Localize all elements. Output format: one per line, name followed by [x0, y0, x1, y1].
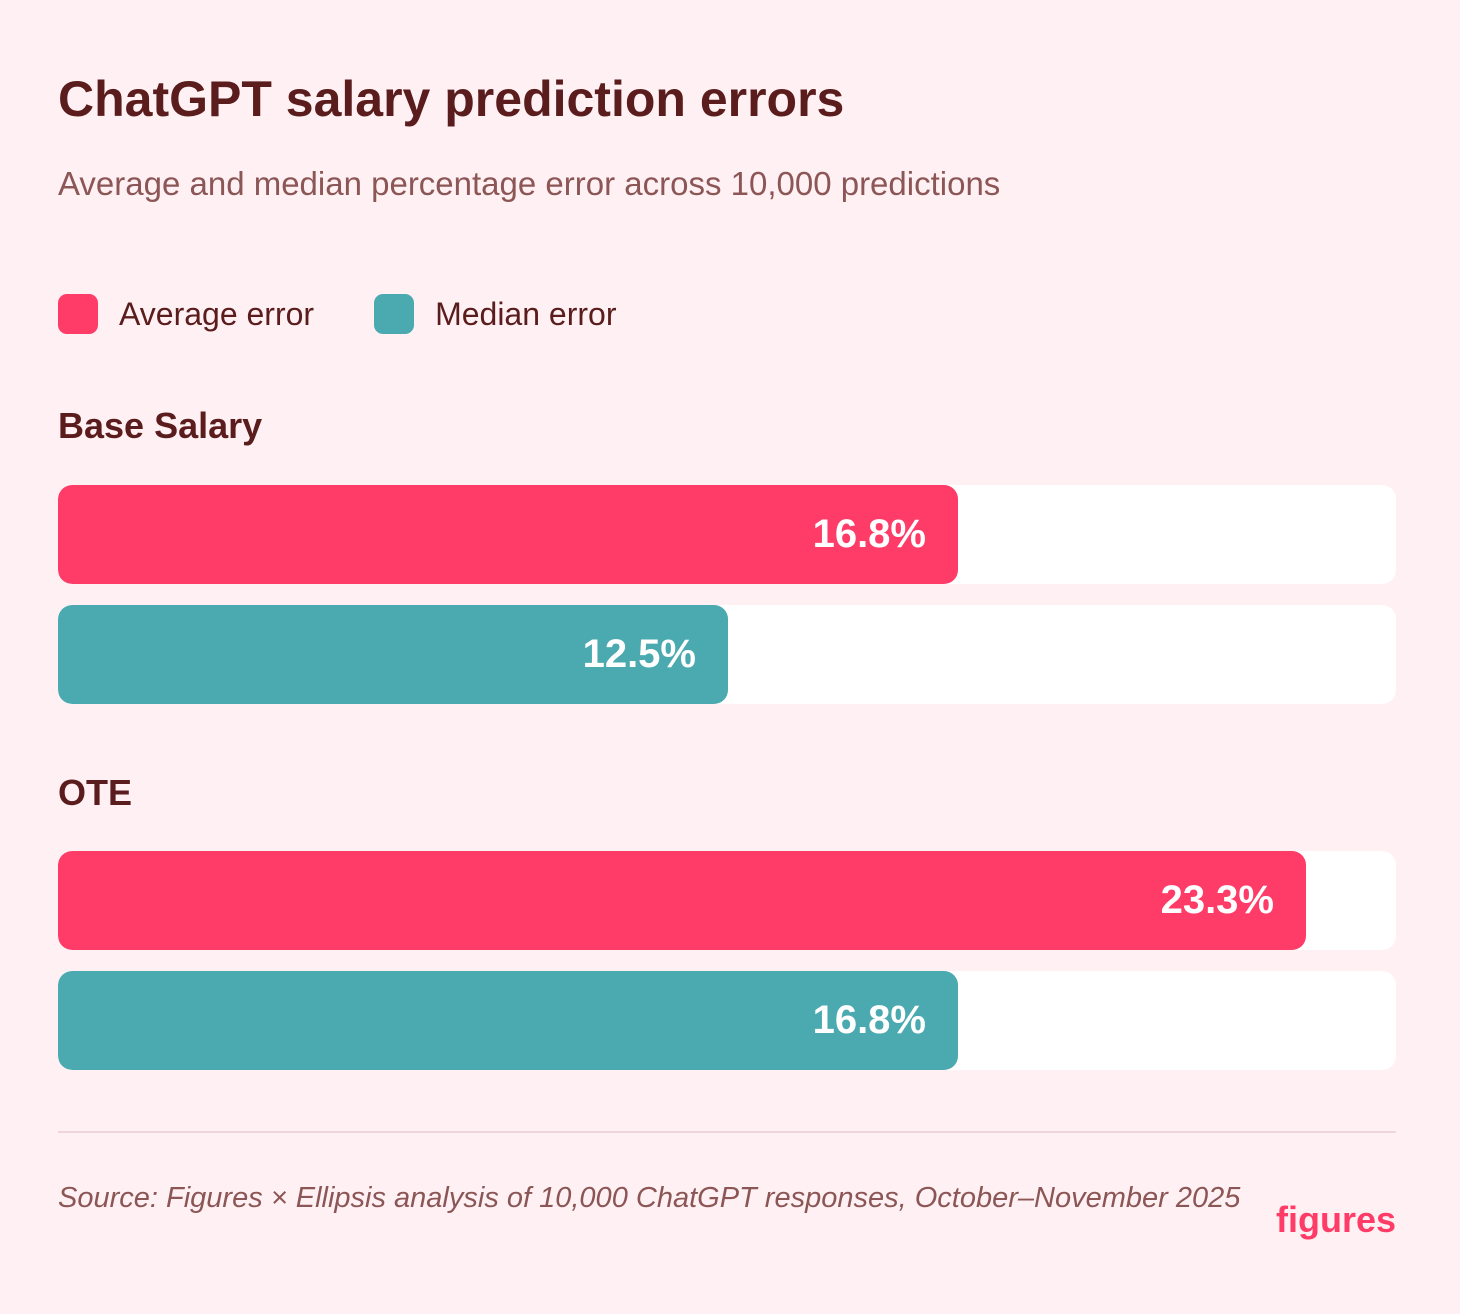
bar-ote-average: 23.3%: [58, 851, 1306, 950]
bar-track: 16.8%: [58, 485, 1396, 584]
bar-ote-median: 16.8%: [58, 971, 958, 1070]
category-label-base-salary: Base Salary: [58, 405, 263, 446]
legend: Average error Median error: [58, 294, 676, 334]
bar-track: 16.8%: [58, 971, 1396, 1070]
bar-track: 23.3%: [58, 851, 1396, 950]
category-label-ote: OTE: [58, 772, 133, 813]
bar-value-label: 12.5%: [582, 632, 696, 676]
footer-divider: [58, 1131, 1396, 1133]
bar-value-label: 16.8%: [812, 512, 926, 556]
brand-logo: figures: [1275, 1199, 1396, 1240]
bar-base-salary-median: 12.5%: [58, 605, 728, 704]
legend-swatch-median: [374, 294, 415, 334]
chart-title: ChatGPT salary prediction errors: [58, 71, 845, 127]
bar-value-label: 23.3%: [1160, 878, 1274, 922]
legend-label-median: Median error: [435, 295, 617, 332]
bar-base-salary-average: 16.8%: [58, 485, 958, 584]
bar-value-label: 16.8%: [812, 998, 926, 1042]
legend-item-median: Median error: [374, 294, 616, 334]
chart-subtitle: Average and median percentage error acro…: [58, 165, 1001, 202]
legend-label-average: Average error: [119, 295, 315, 332]
bar-track: 12.5%: [58, 605, 1396, 704]
source-note: Source: Figures × Ellipsis analysis of 1…: [58, 1182, 1241, 1214]
legend-item-average: Average error: [58, 294, 314, 334]
legend-swatch-average: [58, 294, 98, 334]
